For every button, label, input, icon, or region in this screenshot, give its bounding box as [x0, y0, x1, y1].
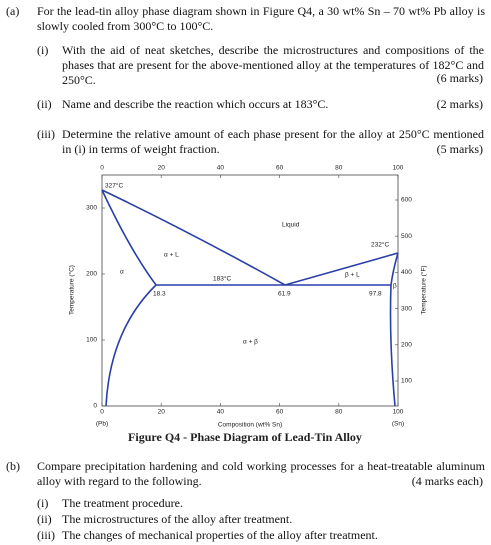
x-tick-label: 80 — [335, 409, 343, 416]
annotation: α + β — [243, 339, 258, 346]
y-tick-label: 300 — [86, 205, 97, 212]
x-tick-label: 20 — [158, 165, 166, 172]
solvus — [105, 284, 157, 407]
question: Determine the relative amount of each ph… — [62, 127, 484, 156]
part-label: (a) — [6, 4, 20, 18]
y2-tick-label: 600 — [401, 197, 412, 204]
x-tick-label: 100 — [393, 165, 404, 172]
solidus — [101, 189, 157, 286]
tick-group: 0020204040606080801001000100200300100200… — [86, 165, 412, 416]
solvus — [389, 284, 396, 407]
marks: (6 marks) — [436, 71, 483, 85]
annotation: 232°C — [371, 241, 389, 249]
paragraph: Compare precipitation hardening and cold… — [37, 459, 485, 488]
x-tick-label: 0 — [100, 409, 104, 416]
annotation: Liquid — [282, 222, 300, 229]
x-tick-label: 100 — [393, 409, 404, 416]
x-tick-label: 0 — [100, 165, 104, 172]
solidus — [390, 252, 399, 286]
item-label: (iii) — [37, 127, 55, 141]
x-tick-label: 40 — [217, 165, 225, 172]
y-axis-label: Temperature (°C) — [68, 265, 76, 315]
x-tick-label: 20 — [158, 409, 166, 416]
item: The microstructures of the alloy after t… — [62, 512, 293, 526]
y2-tick-label: 200 — [401, 342, 412, 349]
item: The changes of mechanical properties of … — [62, 528, 378, 542]
y-tick-label: 0 — [93, 403, 97, 410]
x-tick-label: 60 — [276, 409, 284, 416]
question: Name and describe the reaction which occ… — [62, 97, 329, 111]
item-label: (iii) — [37, 528, 55, 542]
x-axis-label: Composition (wt% Sn) — [218, 422, 282, 429]
annotation: α + L — [164, 252, 179, 259]
y2-axis-label: Temperature (°F) — [420, 265, 428, 314]
marks: (5 marks) — [436, 142, 483, 156]
y2-tick-label: 100 — [401, 378, 412, 385]
x-tick-label: 80 — [335, 165, 343, 172]
y2-tick-label: 400 — [401, 269, 412, 276]
x-tick-label: 40 — [217, 409, 225, 416]
liquidus — [284, 252, 399, 286]
annotation: 183°C — [213, 275, 231, 283]
annotation: 18.3 — [153, 291, 166, 298]
liquidus — [101, 189, 286, 286]
item-label: (i) — [37, 496, 49, 510]
caption: Figure Q4 - Phase Diagram of Lead-Tin Al… — [128, 430, 362, 444]
y2-tick-label: 300 — [401, 305, 412, 312]
end-label: (Sn) — [392, 421, 404, 428]
y2-tick-label: 500 — [401, 233, 412, 240]
question: With the aid of neat sketches, describe … — [62, 43, 484, 87]
annotation: 61.9 — [278, 291, 291, 298]
item-label: (i) — [37, 43, 49, 57]
annotation: β + L — [345, 272, 360, 279]
part-label: (b) — [6, 459, 20, 473]
item: The treatment procedure. — [62, 496, 183, 510]
marks: (2 marks) — [436, 97, 483, 111]
y-tick-label: 100 — [86, 337, 97, 344]
end-label: (Pb) — [96, 421, 108, 428]
annotation: α — [120, 269, 124, 276]
y-tick-label: 200 — [86, 271, 97, 278]
annotation: 97.8 — [369, 291, 382, 298]
annotation: β — [393, 283, 397, 290]
item-label: (ii) — [37, 97, 52, 111]
marks: (4 marks each) — [411, 474, 483, 488]
plot-frame — [101, 174, 399, 407]
annotation: 327°C — [105, 182, 123, 190]
item-label: (ii) — [37, 512, 52, 526]
x-tick-label: 60 — [276, 165, 284, 172]
paragraph: For the lead-tin alloy phase diagram sho… — [37, 4, 485, 33]
